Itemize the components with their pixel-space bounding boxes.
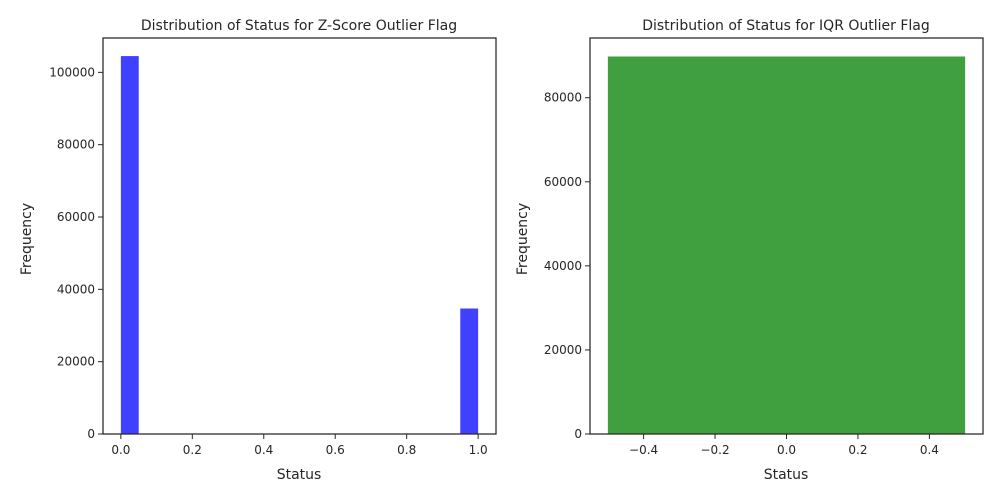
- plot-frame: [589, 37, 984, 435]
- y-tick-label: 80000: [544, 91, 582, 105]
- y-tick-label: 20000: [57, 355, 95, 369]
- bars: [120, 56, 479, 435]
- y-tick-label: 40000: [57, 282, 95, 296]
- x-tick-label: −0.4: [629, 443, 658, 457]
- chart-title: Distribution of Status for Z-Score Outli…: [141, 18, 457, 34]
- x-tick-label: −0.2: [700, 443, 729, 457]
- y-axis-label: Frequency: [515, 203, 531, 275]
- y-ticks: 0 20000 40000 60000 80000 100000: [49, 65, 103, 441]
- y-tick-label: 0: [574, 427, 582, 441]
- y-axis-label: Frequency: [19, 203, 35, 275]
- x-tick-label: 0.2: [848, 443, 867, 457]
- histogram-bar: [460, 308, 479, 434]
- x-tick-label: 0.6: [326, 443, 345, 457]
- y-tick-label: 100000: [49, 65, 95, 79]
- x-tick-label: 0.2: [183, 443, 202, 457]
- y-ticks: 0 20000 40000 60000 80000: [544, 91, 590, 441]
- y-tick-label: 40000: [544, 259, 582, 273]
- chart-title: Distribution of Status for IQR Outlier F…: [642, 18, 930, 34]
- x-tick-label: 0.4: [254, 443, 273, 457]
- x-tick-label: 0.8: [397, 443, 416, 457]
- x-tick-label: 1.0: [469, 443, 488, 457]
- x-axis-label: Status: [277, 467, 322, 483]
- y-tick-label: 80000: [57, 138, 95, 152]
- x-tick-label: 0.4: [920, 443, 939, 457]
- y-tick-label: 60000: [544, 175, 582, 189]
- zscore-histogram: Distribution of Status for Z-Score Outli…: [19, 18, 497, 483]
- histogram-bar: [120, 56, 139, 435]
- x-ticks: 0.0 0.2 0.4 0.6 0.8 1.0: [111, 434, 488, 457]
- x-tick-label: 0.0: [777, 443, 796, 457]
- x-ticks: −0.4 −0.2 0.0 0.2 0.4: [629, 434, 939, 457]
- x-axis-label: Status: [764, 467, 809, 483]
- y-tick-label: 20000: [544, 343, 582, 357]
- bars: [607, 56, 966, 434]
- y-tick-label: 60000: [57, 210, 95, 224]
- x-tick-label: 0.0: [111, 443, 130, 457]
- y-tick-label: 0: [87, 427, 95, 441]
- iqr-histogram: Distribution of Status for IQR Outlier F…: [515, 18, 984, 483]
- plot-frame: [102, 37, 497, 435]
- histogram-bar: [607, 56, 966, 434]
